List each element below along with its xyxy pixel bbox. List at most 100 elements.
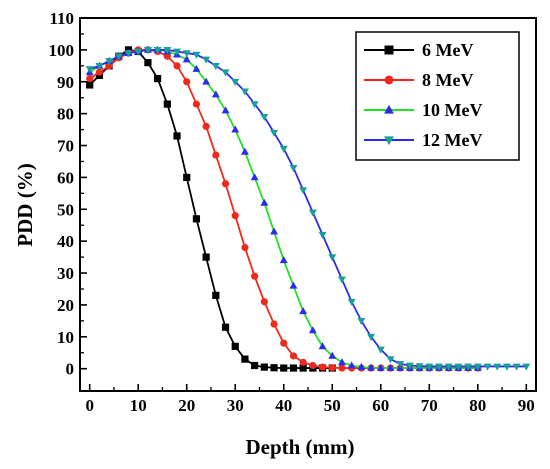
x-tick-label-20: 20 (178, 396, 195, 415)
data-point (231, 125, 240, 133)
data-point (241, 243, 249, 252)
data-point (502, 363, 511, 371)
x-tick-label-70: 70 (421, 396, 438, 415)
y-tick-label-100: 100 (49, 41, 75, 60)
data-point (396, 361, 405, 369)
data-point (289, 164, 298, 172)
ticks: 0 10 20 30 40 50 60 70 80 90 0 10 20 30 40 50 60 70 80 90 10… (49, 9, 535, 415)
data-point (183, 78, 191, 86)
x-tick-label-90: 90 (518, 396, 535, 415)
data-point (376, 346, 385, 354)
data-point (328, 364, 336, 372)
data-point (367, 363, 376, 371)
data-point (85, 66, 94, 74)
data-point (308, 326, 317, 334)
data-point (279, 145, 288, 153)
data-point (173, 62, 181, 70)
data-point (318, 363, 327, 371)
data-point (289, 364, 298, 372)
x-tick-label-30: 30 (227, 396, 244, 415)
series-12-mev (85, 47, 531, 371)
data-point (337, 276, 346, 284)
data-point (231, 78, 240, 86)
legend-marker (384, 45, 394, 55)
legend-box (355, 31, 520, 161)
data-point (250, 101, 259, 109)
data-point (280, 339, 288, 347)
data-point (270, 364, 278, 372)
data-point (270, 320, 278, 328)
series-layer (85, 45, 531, 372)
data-point (299, 358, 307, 366)
data-point (279, 256, 288, 264)
series-line (89, 48, 527, 368)
data-point (473, 363, 482, 371)
data-point (163, 100, 171, 108)
legend-label: 12 MeV (422, 130, 482, 150)
data-point (163, 47, 172, 55)
data-point (376, 363, 385, 371)
data-point (386, 356, 395, 364)
data-point (221, 106, 230, 114)
legend: 6 MeV 8 MeV 10 MeV 12 MeV (355, 31, 520, 161)
y-tick-label-60: 60 (57, 168, 74, 187)
legend-marker (384, 104, 394, 114)
x-tick-label-40: 40 (275, 396, 292, 415)
data-point (347, 361, 356, 369)
data-point (444, 363, 453, 371)
y-tick-label-30: 30 (57, 264, 74, 283)
data-point (454, 363, 463, 371)
data-point (493, 363, 502, 371)
data-point (299, 364, 307, 372)
data-point (386, 363, 395, 371)
data-point (173, 48, 181, 56)
data-point (211, 62, 220, 70)
data-point (95, 62, 104, 70)
data-point (212, 291, 220, 299)
data-point (202, 56, 211, 64)
data-point (270, 129, 279, 137)
data-point (318, 231, 327, 239)
data-point (260, 363, 268, 371)
data-point (308, 209, 317, 217)
data-point (202, 77, 211, 85)
data-point (231, 212, 239, 220)
data-point (337, 358, 346, 366)
x-tick-label-0: 0 (85, 396, 94, 415)
data-point (143, 47, 152, 55)
data-point (328, 254, 337, 262)
y-axis-title: PDD (%) (13, 163, 37, 246)
data-point (241, 355, 249, 363)
data-point (231, 342, 239, 350)
data-point (512, 363, 521, 371)
data-point (289, 281, 298, 289)
data-point (221, 323, 230, 331)
data-point (260, 298, 268, 306)
data-point (357, 362, 366, 370)
data-point (240, 88, 249, 96)
data-point (183, 173, 191, 182)
x-axis-title: Depth (mm) (245, 435, 354, 459)
data-point (299, 187, 308, 195)
data-point (347, 298, 356, 306)
data-point (212, 151, 220, 159)
data-point (211, 90, 220, 98)
data-point (182, 50, 191, 58)
data-point (202, 253, 210, 261)
data-point (251, 361, 259, 370)
data-point (202, 122, 210, 130)
y-tick-label-10: 10 (57, 328, 74, 347)
data-point (124, 50, 133, 58)
data-point (328, 351, 337, 359)
legend-marker (384, 75, 394, 85)
data-point (464, 363, 473, 371)
y-tick-label-0: 0 (66, 360, 75, 379)
data-point (251, 272, 259, 280)
data-point (144, 59, 152, 67)
data-point (240, 147, 249, 155)
y-tick-label-90: 90 (57, 73, 74, 92)
data-point (163, 52, 171, 60)
data-point (182, 55, 191, 63)
data-point (154, 74, 162, 83)
